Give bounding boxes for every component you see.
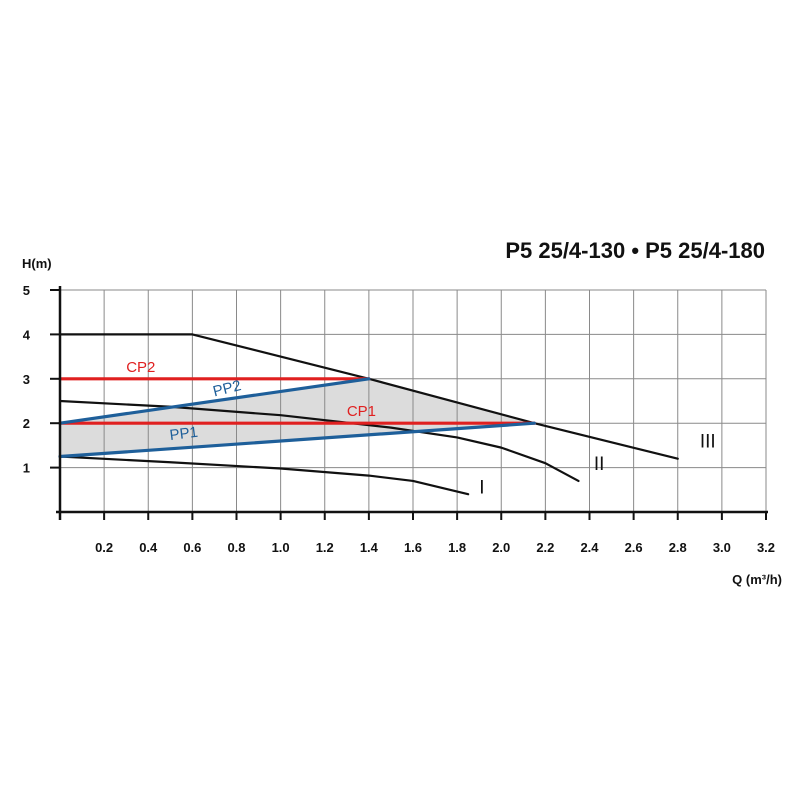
x-tick-label: 2.6 — [625, 540, 643, 555]
x-tick-label: 0.6 — [183, 540, 201, 555]
y-axis-label: H(m) — [22, 256, 52, 271]
x-tick-label: 0.8 — [227, 540, 245, 555]
x-tick-label: 2.0 — [492, 540, 510, 555]
x-tick-label: 1.8 — [448, 540, 466, 555]
curve-label-cp1: CP1 — [347, 403, 376, 420]
x-tick-label: 3.2 — [757, 540, 775, 555]
series-line-pp1 — [58, 421, 536, 459]
x-tick-label: 1.2 — [316, 540, 334, 555]
series-line-i — [58, 455, 470, 496]
x-tick-label: 2.4 — [580, 540, 599, 555]
y-tick-label: 1 — [23, 461, 30, 476]
y-tick-label: 4 — [23, 327, 31, 342]
y-tick-label: 5 — [23, 283, 30, 298]
x-tick-label: 2.8 — [669, 540, 687, 555]
x-tick-label: 3.0 — [713, 540, 731, 555]
x-tick-label: 1.6 — [404, 540, 422, 555]
x-tick-label: 1.0 — [272, 540, 290, 555]
curve-label-cp2: CP2 — [126, 359, 155, 376]
y-tick-label: 2 — [23, 416, 30, 431]
grid-layer — [60, 289, 767, 512]
series-line-pp2 — [58, 377, 371, 425]
x-tick-label: 2.2 — [536, 540, 554, 555]
tick-label-layer: 0.2 0.4 0.6 0.8 1.0 1.2 1.4 1.6 1.8 2.0 2.2 2.4 2.6 2… — [23, 283, 775, 555]
series-layer — [58, 333, 679, 496]
curve-label-iii: III — [700, 432, 716, 453]
x-tick-label: 0.2 — [95, 540, 113, 555]
x-axis-label: Q (m³/h) — [732, 572, 782, 587]
curve-label-pp2: PP2 — [211, 377, 243, 400]
axis-layer — [50, 286, 768, 520]
x-tick-label: 0.4 — [139, 540, 158, 555]
chart-title: P5 25/4-130 • P5 25/4-180 — [505, 238, 765, 263]
curve-label-ii: II — [594, 454, 605, 475]
x-tick-label: 1.4 — [360, 540, 379, 555]
curve-label-i: I — [479, 477, 484, 498]
curve-label-pp1: PP1 — [169, 424, 199, 444]
y-tick-label: 3 — [23, 372, 30, 387]
